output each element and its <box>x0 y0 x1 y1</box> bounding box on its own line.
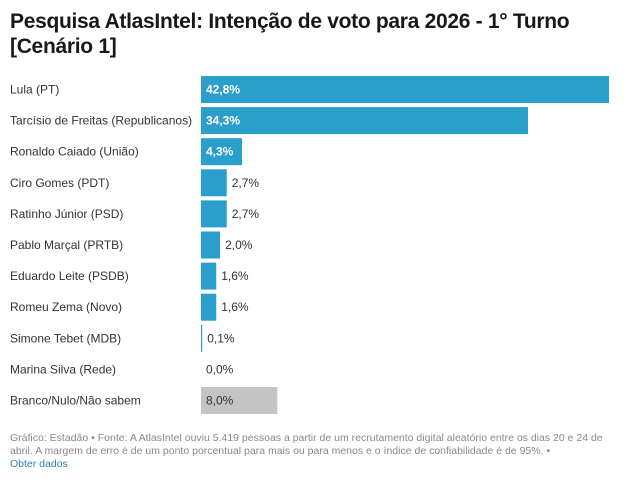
bar[interactable] <box>201 231 221 259</box>
category-label: Romeu Zema (Novo) <box>10 300 122 314</box>
bar[interactable] <box>201 169 227 197</box>
data-label: 0,1% <box>207 331 235 345</box>
category-label: Tarcísio de Freitas (Republicanos) <box>10 114 192 128</box>
bar[interactable] <box>201 387 278 414</box>
bar-chart: Lula (PT) 42,8% Tarcísio de Freitas (Repub… <box>10 76 609 414</box>
category-label: Lula (PT) <box>10 83 59 97</box>
bar[interactable] <box>201 138 242 166</box>
data-label: 42,8% <box>206 83 240 97</box>
data-label: 2,7% <box>232 207 260 221</box>
get-data-link[interactable]: Obter dados <box>10 458 68 470</box>
category-label: Pablo Marçal (PRTB) <box>10 238 123 252</box>
data-label: 34,3% <box>206 114 240 128</box>
data-label: 2,0% <box>225 238 253 252</box>
bar[interactable] <box>201 262 217 290</box>
footer-separator: • <box>546 445 551 457</box>
category-label: Eduardo Leite (PSDB) <box>10 269 129 283</box>
category-label: Ronaldo Caiado (União) <box>10 145 139 159</box>
data-label: 1,6% <box>221 300 249 314</box>
data-label: 1,6% <box>221 269 249 283</box>
bar[interactable] <box>201 293 217 321</box>
bar[interactable] <box>201 107 528 135</box>
chart-credit: Gráfico: Estadão <box>10 432 89 444</box>
chart-source: Fonte: A AtlasIntel ouviu 5.419 pessoas … <box>10 432 603 457</box>
data-label: 2,7% <box>232 176 260 190</box>
bar[interactable] <box>201 200 227 228</box>
bar[interactable] <box>201 324 203 352</box>
chart-title: Pesquisa AtlasIntel: Intenção de voto pa… <box>10 10 570 58</box>
category-label: Marina Silva (Rede) <box>10 362 116 376</box>
bar[interactable] <box>201 76 609 103</box>
chart-footer: Gráfico: Estadão • Fonte: A AtlasIntel o… <box>10 432 622 471</box>
footer-separator: • <box>91 432 95 444</box>
data-label: 0,0% <box>206 362 234 376</box>
data-label: 4,3% <box>206 145 234 159</box>
category-label: Branco/Nulo/Não sabem <box>10 394 141 408</box>
category-label: Ratinho Júnior (PSD) <box>10 207 123 221</box>
data-label: 8,0% <box>206 394 234 408</box>
category-label: Ciro Gomes (PDT) <box>10 176 109 190</box>
category-label: Simone Tebet (MDB) <box>10 331 121 345</box>
